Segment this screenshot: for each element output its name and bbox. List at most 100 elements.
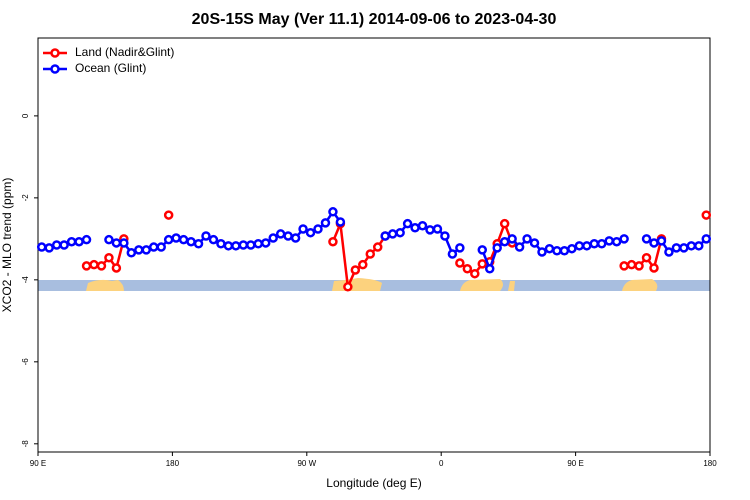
data-point	[432, 224, 443, 234]
data-point	[246, 240, 256, 250]
land-strip	[86, 279, 124, 291]
legend-marker	[50, 48, 60, 58]
series-line	[87, 215, 707, 287]
data-point	[619, 234, 629, 244]
data-point	[74, 236, 84, 247]
data-point	[141, 245, 152, 255]
data-point	[567, 243, 577, 254]
data-point	[119, 238, 129, 248]
data-point	[275, 229, 286, 239]
data-point	[350, 265, 361, 275]
data-point	[238, 240, 249, 250]
data-point	[589, 239, 600, 249]
data-point	[664, 247, 674, 257]
data-point	[328, 236, 338, 247]
data-point	[216, 239, 226, 249]
data-point	[671, 243, 682, 253]
data-point	[104, 234, 114, 245]
data-point	[328, 207, 338, 217]
data-point	[156, 242, 166, 252]
data-point	[686, 241, 697, 251]
x-tick-label: 180	[703, 459, 717, 468]
data-point	[694, 241, 704, 251]
x-tick-label: 90 W	[297, 459, 316, 468]
data-point	[335, 217, 346, 227]
data-point	[492, 243, 502, 253]
data-point	[552, 245, 562, 256]
data-point	[395, 227, 405, 238]
data-point	[36, 242, 47, 252]
legend: Land (Nadir&Glint) Ocean (Glint)	[43, 45, 174, 75]
x-axis-label: Longitude (deg E)	[326, 476, 421, 490]
data-point	[96, 261, 107, 271]
y-tick-label: 0	[21, 113, 30, 118]
data-point	[387, 229, 398, 239]
data-point	[507, 234, 517, 244]
data-point	[596, 239, 607, 249]
data-point	[253, 239, 264, 249]
data-point	[626, 259, 637, 270]
x-tick-label: 90 E	[567, 459, 583, 468]
data-point	[208, 234, 219, 245]
land-strip	[460, 279, 515, 291]
data-point	[701, 234, 712, 244]
y-axis-label: XCO2 - MLO trend (ppm)	[0, 178, 14, 313]
data-point	[268, 233, 278, 243]
data-point	[410, 223, 420, 233]
data-point	[111, 238, 122, 248]
data-point	[66, 236, 77, 247]
data-point	[126, 248, 137, 258]
data-point	[619, 261, 629, 271]
chart-title: 20S-15S May (Ver 11.1) 2014-09-06 to 202…	[192, 11, 557, 28]
data-point	[656, 236, 667, 246]
data-point	[529, 238, 540, 248]
data-point	[134, 245, 144, 255]
data-point	[365, 249, 376, 259]
data-point	[462, 264, 473, 274]
data-point	[544, 243, 555, 254]
data-point	[193, 239, 204, 249]
data-point	[104, 252, 114, 263]
legend-marker	[50, 64, 60, 74]
data-point	[679, 243, 689, 253]
data-point	[604, 236, 614, 246]
map-strip	[38, 278, 710, 291]
data-point	[574, 241, 585, 251]
data-point	[582, 241, 592, 251]
data-point	[148, 242, 159, 252]
data-point	[186, 236, 196, 247]
data-point	[290, 233, 301, 243]
data-point	[231, 241, 241, 251]
data-point	[484, 264, 495, 274]
data-point	[163, 210, 174, 220]
data-point	[522, 234, 532, 244]
data-point	[298, 224, 308, 234]
y-tick-label: -8	[21, 440, 30, 448]
data-point	[641, 234, 652, 244]
legend-label: Land (Nadir&Glint)	[75, 45, 174, 59]
data-point	[447, 249, 458, 259]
data-point	[358, 259, 368, 270]
data-point	[380, 231, 390, 241]
data-point	[111, 263, 122, 273]
data-point	[559, 245, 570, 256]
data-point	[611, 236, 622, 247]
data-point	[81, 234, 92, 245]
data-point	[89, 259, 99, 270]
data-point	[178, 234, 189, 245]
data-point	[477, 259, 488, 269]
data-point	[649, 238, 659, 248]
x-tick-label: 0	[439, 459, 444, 468]
x-tick-label: 180	[166, 459, 180, 468]
data-point	[470, 268, 480, 279]
data-point	[313, 224, 323, 234]
y-tick-label: -6	[21, 358, 30, 366]
data-point	[305, 227, 316, 238]
data-point	[44, 243, 54, 253]
data-point	[641, 252, 652, 263]
data-point	[343, 282, 353, 292]
data-point	[320, 218, 331, 228]
y-tick-label: -2	[21, 194, 30, 202]
y-tick-label: -4	[21, 276, 30, 284]
data-point	[59, 240, 69, 250]
